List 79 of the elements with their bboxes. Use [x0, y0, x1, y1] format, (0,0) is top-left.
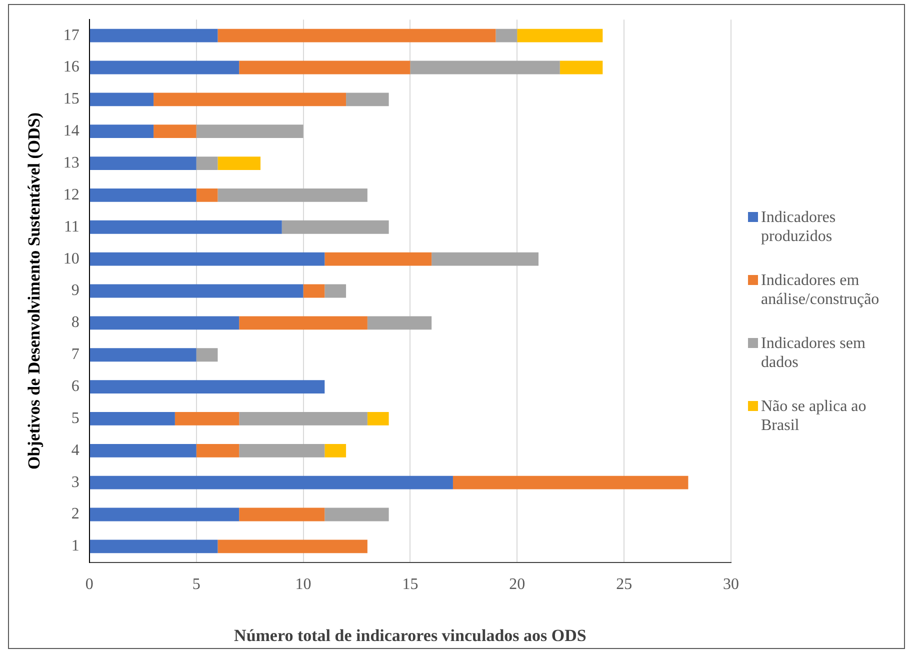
x-tick-label: 25 — [616, 576, 632, 594]
bar — [239, 444, 325, 458]
x-tick-label: 15 — [402, 576, 418, 594]
y-tick-label: 1 — [71, 538, 80, 555]
y-tick-label: 17 — [63, 26, 80, 44]
bar — [90, 540, 218, 554]
y-tick-label: 15 — [63, 90, 80, 108]
bar — [496, 28, 518, 42]
x-tick-label: 10 — [295, 576, 312, 594]
bar — [218, 156, 260, 170]
bar — [218, 540, 368, 554]
bar — [239, 60, 410, 74]
y-tick-label: 4 — [71, 442, 80, 459]
bar — [90, 316, 240, 330]
y-tick-label: 5 — [71, 410, 80, 427]
y-tick-label: 7 — [71, 346, 80, 364]
bar — [90, 444, 196, 458]
bar — [410, 60, 560, 74]
x-tick-label: 30 — [723, 576, 739, 594]
bar — [324, 284, 346, 298]
x-tick-label: 0 — [85, 576, 94, 594]
bar — [90, 220, 282, 234]
bar — [90, 188, 196, 202]
bar — [154, 124, 196, 138]
bar — [452, 476, 688, 490]
y-tick-label: 6 — [71, 378, 80, 395]
bar — [239, 412, 368, 426]
bar — [154, 92, 346, 106]
x-tick-label: 5 — [192, 576, 200, 594]
bar — [90, 380, 325, 394]
bar — [196, 348, 218, 362]
bar — [90, 92, 154, 106]
y-tick-label: 16 — [63, 58, 80, 76]
y-tick-label: 8 — [71, 314, 80, 332]
bar — [218, 188, 368, 202]
bar — [324, 508, 389, 522]
bar — [196, 444, 240, 458]
legend-label: Indicadores produzidos — [761, 208, 837, 246]
bar — [324, 252, 432, 266]
y-tick-label: 2 — [71, 506, 80, 523]
bar — [218, 28, 496, 42]
bar — [346, 92, 389, 106]
bar — [196, 124, 304, 138]
bar — [90, 252, 325, 266]
bar — [90, 508, 240, 522]
y-tick-label: 9 — [71, 282, 80, 300]
bar — [90, 476, 453, 490]
bar — [367, 316, 432, 330]
bar — [90, 412, 175, 426]
y-tick-label: 12 — [63, 186, 80, 204]
bar — [90, 28, 218, 42]
bar — [90, 284, 304, 298]
bar — [196, 188, 218, 202]
legend-label: Indicadores sem dados — [761, 334, 866, 372]
x-tick-label: 20 — [509, 576, 526, 594]
x-axis-title: Número total de indicarores vinculados aos ODS — [234, 626, 586, 646]
bar — [303, 284, 325, 298]
bar — [90, 156, 196, 170]
legend-label: Não se aplica ao Brasil — [761, 397, 868, 435]
bar — [90, 348, 196, 362]
legend-label: Indicadores em análise/construção — [761, 271, 880, 309]
y-tick-label: 11 — [64, 218, 80, 236]
y-tick-label: 14 — [63, 122, 80, 140]
bar — [90, 60, 240, 74]
bar — [239, 508, 325, 522]
bar — [90, 124, 154, 138]
bar — [367, 412, 389, 426]
bar — [324, 444, 346, 458]
bar — [239, 316, 368, 330]
y-tick-label: 3 — [71, 474, 80, 491]
y-axis-title: Objetivos de Desenvolvimento Sustentável (ODS) — [24, 112, 44, 470]
bar — [196, 156, 218, 170]
bar — [282, 220, 389, 234]
bar — [560, 60, 603, 74]
bar — [517, 28, 603, 42]
y-tick-label: 13 — [63, 154, 80, 172]
bar — [174, 412, 240, 426]
bar — [432, 252, 539, 266]
y-tick-label: 10 — [63, 250, 80, 268]
